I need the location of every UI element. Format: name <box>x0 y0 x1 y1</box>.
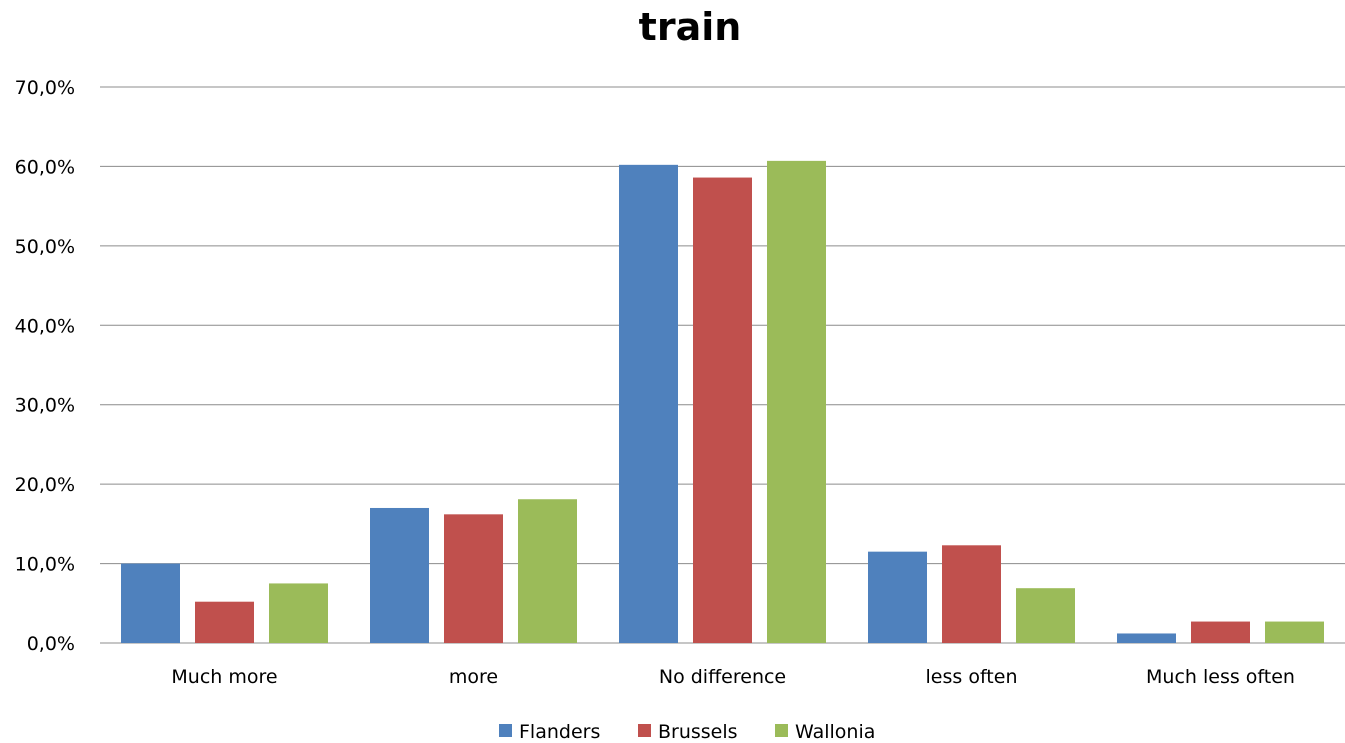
x-axis-category-labels: Much more more No difference less often Much… <box>171 666 1295 688</box>
legend-swatch-flanders <box>499 724 512 737</box>
y-axis-tick-labels: 0,0% 10,0% 20,0% 30,0% 40,0% 50,0% 60,0% 70,0% <box>15 77 75 655</box>
x-category-label: No difference <box>659 666 786 688</box>
bar-wallonia-3 <box>1016 588 1075 643</box>
x-category-label: more <box>449 666 498 688</box>
bar-brussels-1 <box>444 514 503 643</box>
y-tick-label: 0,0% <box>27 633 75 655</box>
y-tick-label: 10,0% <box>15 554 75 576</box>
x-category-label: less often <box>926 666 1018 688</box>
y-tick-label: 50,0% <box>15 236 75 258</box>
legend-swatch-brussels <box>638 724 651 737</box>
bar-brussels-3 <box>942 545 1001 643</box>
bar-flanders-1 <box>370 507 429 643</box>
bars <box>121 160 1324 643</box>
y-tick-label: 20,0% <box>15 474 75 496</box>
legend-label-flanders: Flanders <box>519 721 600 743</box>
bar-brussels-0 <box>195 601 254 643</box>
legend-label-wallonia: Wallonia <box>795 721 875 743</box>
legend: Flanders Brussels Wallonia <box>499 721 875 743</box>
y-tick-label: 60,0% <box>15 156 75 178</box>
bar-flanders-4 <box>1117 633 1176 643</box>
y-tick-label: 70,0% <box>15 77 75 99</box>
y-tick-label: 30,0% <box>15 395 75 417</box>
bar-flanders-2 <box>619 164 678 643</box>
bar-flanders-3 <box>868 551 927 643</box>
x-category-label: Much less often <box>1146 666 1295 688</box>
legend-swatch-wallonia <box>775 724 788 737</box>
bar-wallonia-4 <box>1265 621 1324 643</box>
bar-flanders-0 <box>121 563 180 643</box>
bar-brussels-2 <box>693 177 752 643</box>
bar-wallonia-2 <box>767 160 826 643</box>
x-category-label: Much more <box>171 666 277 688</box>
bar-wallonia-0 <box>269 583 328 643</box>
bar-brussels-4 <box>1191 621 1250 643</box>
bar-wallonia-1 <box>518 499 577 643</box>
chart-title: train <box>639 5 742 49</box>
y-tick-label: 40,0% <box>15 315 75 337</box>
legend-label-brussels: Brussels <box>658 721 738 743</box>
